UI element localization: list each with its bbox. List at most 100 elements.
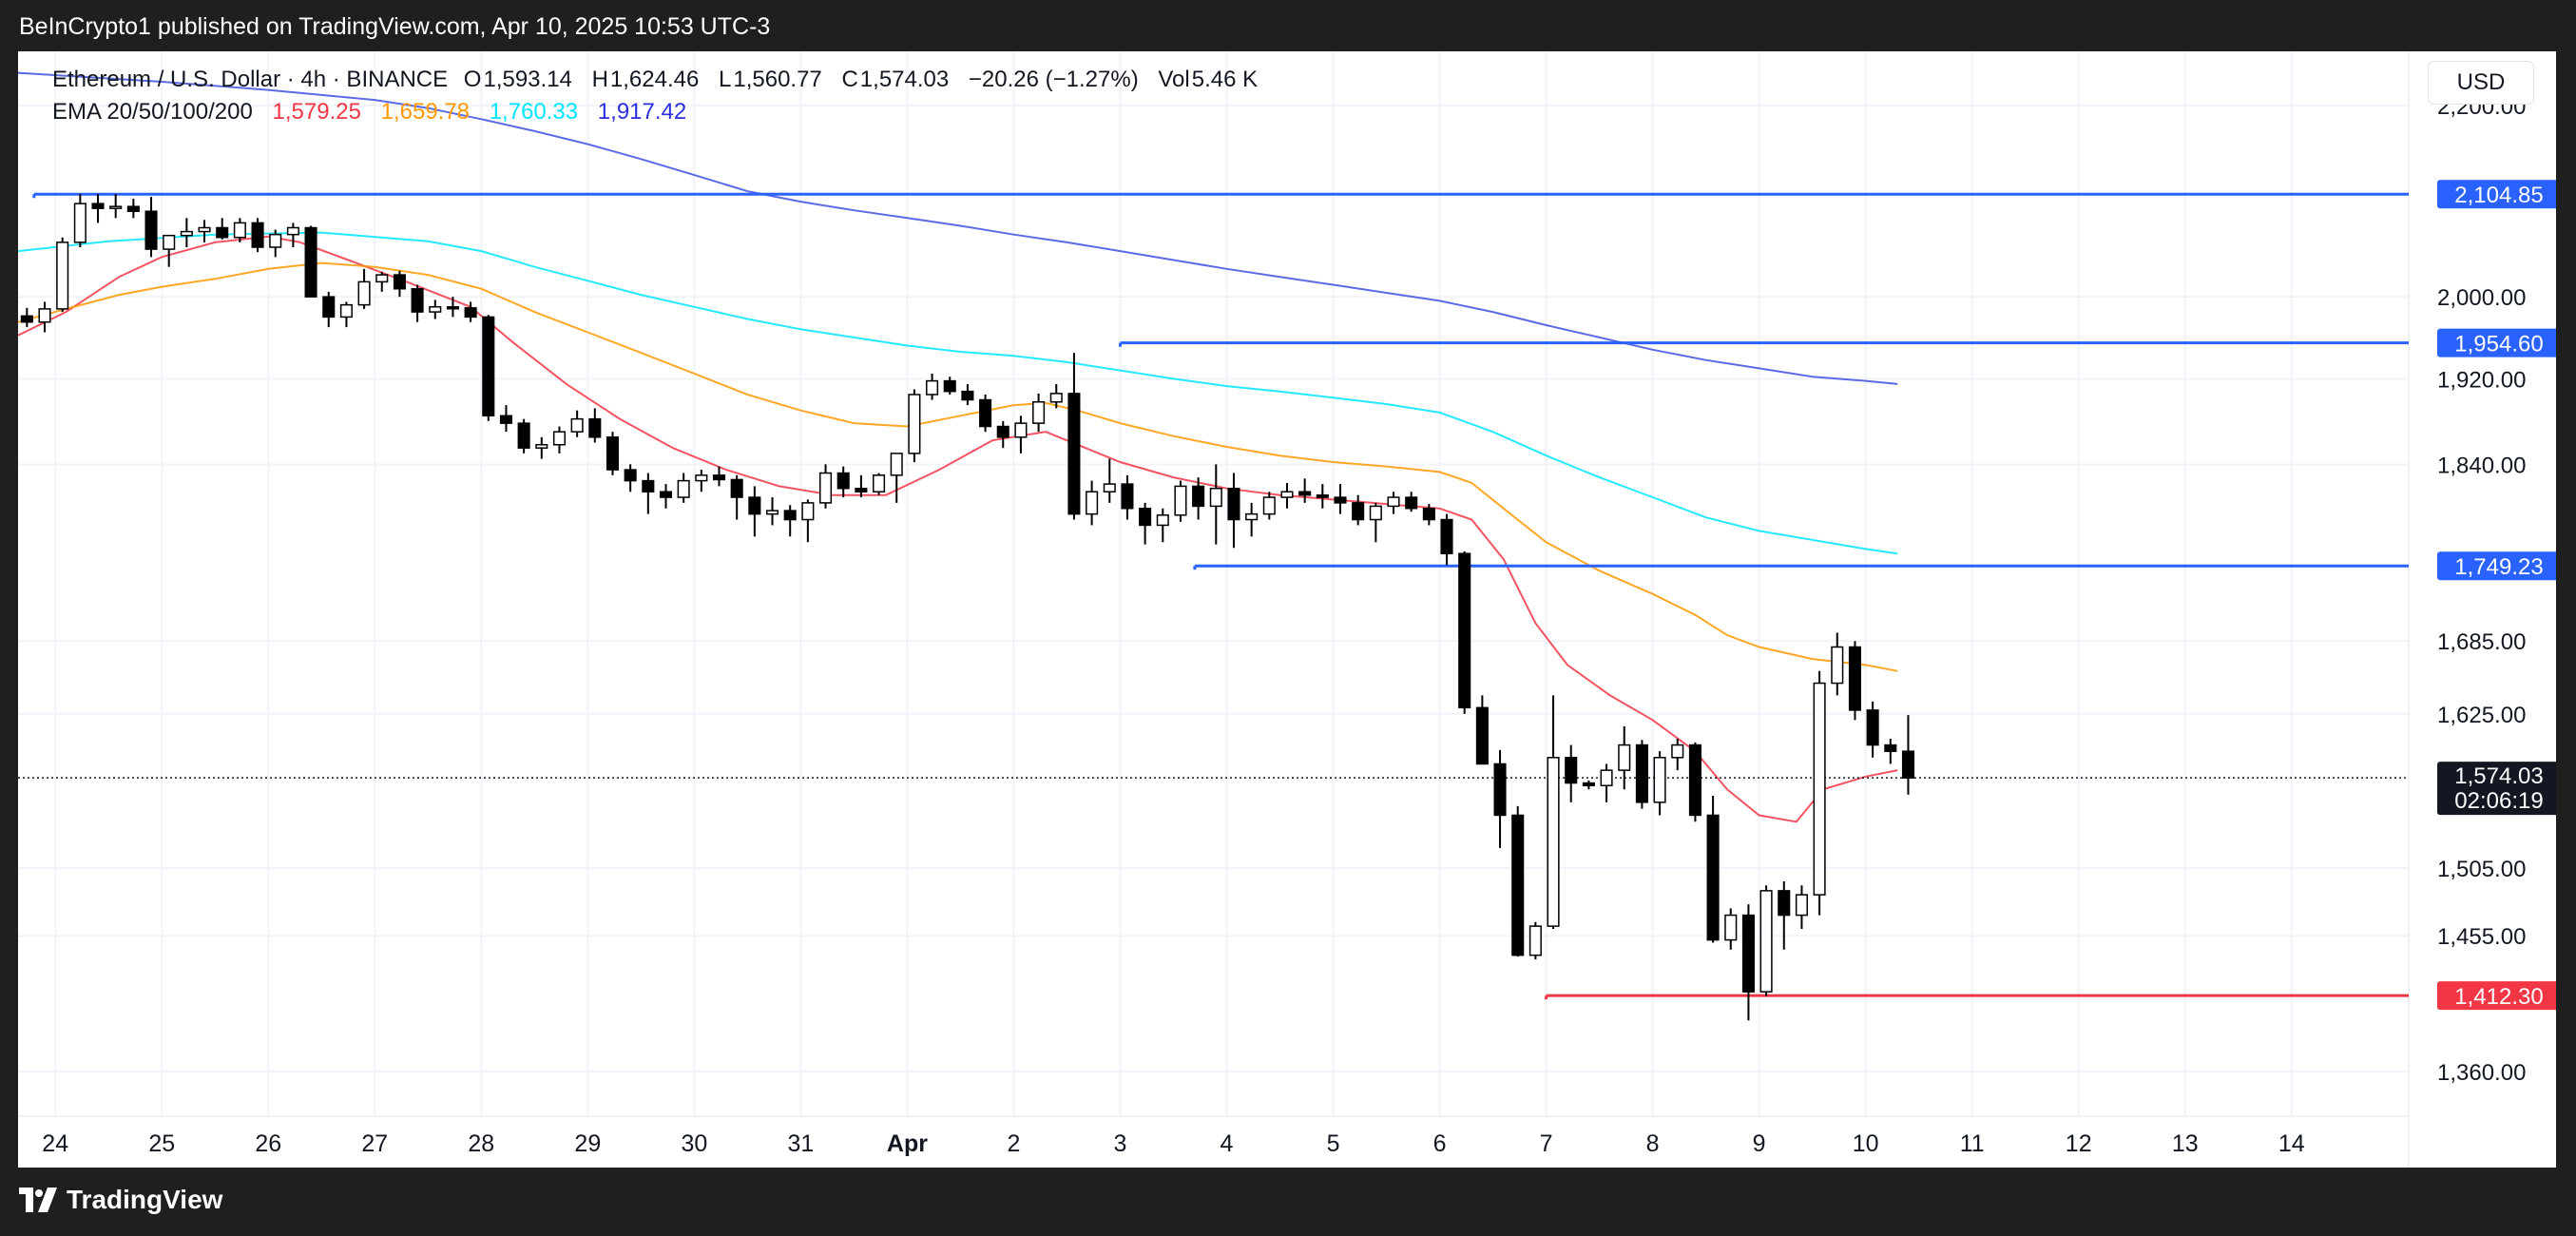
ema-legend[interactable]: EMA 20/50/100/200 1,579.25 1,659.78 1,76… bbox=[52, 99, 700, 126]
candle-up bbox=[233, 222, 246, 239]
candle-down bbox=[1884, 744, 1897, 752]
candle-down bbox=[712, 474, 726, 481]
x-tick-label: 8 bbox=[1646, 1130, 1660, 1157]
candle-up bbox=[818, 472, 833, 504]
candle-down bbox=[642, 479, 655, 492]
ohlc-open-label: O bbox=[463, 67, 482, 92]
candle-down bbox=[251, 222, 264, 248]
ema-label[interactable]: EMA 20/50/100/200 bbox=[52, 99, 253, 125]
candle-up bbox=[1049, 393, 1063, 403]
candle-down bbox=[1352, 502, 1365, 521]
candle-up bbox=[677, 479, 690, 498]
candle-up bbox=[198, 226, 211, 233]
last-price-badge bbox=[2437, 762, 2556, 816]
x-tick-label: 10 bbox=[1853, 1130, 1879, 1157]
countdown-label: 02:06:19 bbox=[2454, 788, 2543, 814]
candle-up bbox=[180, 230, 193, 237]
candle-down bbox=[588, 417, 602, 438]
candle-up bbox=[1156, 514, 1169, 527]
ema-line-ema20 bbox=[18, 235, 1898, 823]
candle-down bbox=[996, 425, 1009, 438]
candle-down bbox=[1475, 706, 1489, 765]
ohlc-high-value: 1,624.46 bbox=[609, 67, 700, 92]
candle-up bbox=[286, 226, 299, 236]
symbol-title[interactable]: Ethereum / U.S. Dollar · 4h · BINANCE bbox=[52, 67, 449, 92]
y-tick-label: 1,505.00 bbox=[2437, 857, 2526, 882]
ema100-value: 1,760.33 bbox=[489, 99, 579, 125]
candle-up bbox=[1209, 487, 1222, 508]
candle-down bbox=[1741, 914, 1755, 993]
price-change: −20.26 (−1.27%) bbox=[968, 67, 1139, 92]
candle-up bbox=[552, 431, 567, 446]
candle-up bbox=[695, 474, 708, 482]
chart-panel[interactable]: 2,104.85 1,954.60 1,749.23 1,412.30 2,200.00… bbox=[18, 51, 2556, 1168]
currency-button[interactable]: USD bbox=[2428, 61, 2534, 105]
ohlc-close-label: C bbox=[841, 67, 858, 92]
x-tick-label: 3 bbox=[1114, 1130, 1127, 1157]
candle-down bbox=[730, 478, 743, 498]
y-tick-label: 2,000.00 bbox=[2437, 285, 2526, 311]
volume-label: Vol bbox=[1158, 67, 1190, 92]
candle-up bbox=[1369, 505, 1382, 521]
ema200-value: 1,917.42 bbox=[597, 99, 687, 125]
candle-up bbox=[357, 280, 371, 306]
ema-line-ema100 bbox=[18, 231, 1898, 555]
resistance-level-label: 1,954.60 bbox=[2454, 332, 2543, 357]
ohlc-open-value: 1,593.14 bbox=[483, 67, 572, 92]
candle-up bbox=[1618, 744, 1631, 771]
candle-down bbox=[411, 287, 424, 313]
tradingview-logo[interactable]: TradingView bbox=[19, 1185, 222, 1215]
candle-down bbox=[499, 415, 512, 424]
candle-up bbox=[38, 308, 51, 323]
candle-down bbox=[1778, 890, 1791, 917]
candle-down bbox=[126, 205, 140, 212]
resistance-level-badge bbox=[2437, 551, 2556, 581]
candle-up bbox=[765, 510, 779, 515]
candle-down bbox=[446, 306, 459, 310]
candle-down bbox=[322, 296, 336, 319]
candle-down bbox=[1866, 709, 1879, 746]
candle-up bbox=[1724, 914, 1738, 941]
y-tick-label: 1,360.00 bbox=[2437, 1060, 2526, 1086]
candle-down bbox=[517, 422, 530, 449]
candle-down bbox=[1493, 763, 1507, 817]
candle-up bbox=[1032, 401, 1046, 424]
x-tick-label: 11 bbox=[1960, 1130, 1985, 1157]
candle-up bbox=[73, 203, 87, 243]
candle-down bbox=[1688, 744, 1701, 817]
candle-down bbox=[624, 469, 637, 482]
candle-down bbox=[482, 316, 495, 417]
symbol-legend[interactable]: Ethereum / U.S. Dollar · 4h · BINANCE O1… bbox=[52, 67, 1259, 93]
x-tick-label: 24 bbox=[42, 1130, 68, 1157]
candle-down bbox=[783, 510, 797, 521]
candle-up bbox=[1813, 682, 1826, 896]
x-tick-label: 31 bbox=[787, 1130, 814, 1157]
ema-line-ema50 bbox=[18, 261, 1898, 672]
x-tick-label: 26 bbox=[255, 1130, 281, 1157]
candle-up bbox=[926, 379, 939, 396]
candle-up bbox=[873, 474, 886, 492]
candle-down bbox=[1067, 393, 1081, 515]
candle-up bbox=[269, 233, 282, 248]
price-chart[interactable]: 2,104.851,954.601,749.231,412.302,200.00… bbox=[18, 51, 2556, 1168]
candle-down bbox=[1458, 552, 1471, 709]
grid-lines bbox=[18, 51, 2409, 1116]
candle-down bbox=[304, 226, 317, 298]
x-tick-label: 27 bbox=[361, 1130, 388, 1157]
candle-down bbox=[1848, 646, 1861, 711]
ema50-value: 1,659.78 bbox=[380, 99, 471, 125]
candle-down bbox=[943, 379, 956, 393]
candle-down bbox=[1405, 496, 1418, 510]
candle-up bbox=[890, 453, 903, 476]
y-tick-label: 1,685.00 bbox=[2437, 629, 2526, 655]
tradingview-logo-icon bbox=[19, 1188, 57, 1212]
support-level-badge bbox=[2437, 981, 2556, 1011]
candle-down bbox=[91, 203, 105, 209]
candle-down bbox=[1298, 491, 1312, 496]
candle-up bbox=[1174, 485, 1187, 516]
x-tick-label: 25 bbox=[148, 1130, 175, 1157]
candle-up bbox=[1086, 491, 1099, 515]
candle-down bbox=[961, 390, 974, 401]
x-tick-label: 14 bbox=[2278, 1130, 2305, 1157]
ohlc-close-value: 1,574.03 bbox=[859, 67, 950, 92]
